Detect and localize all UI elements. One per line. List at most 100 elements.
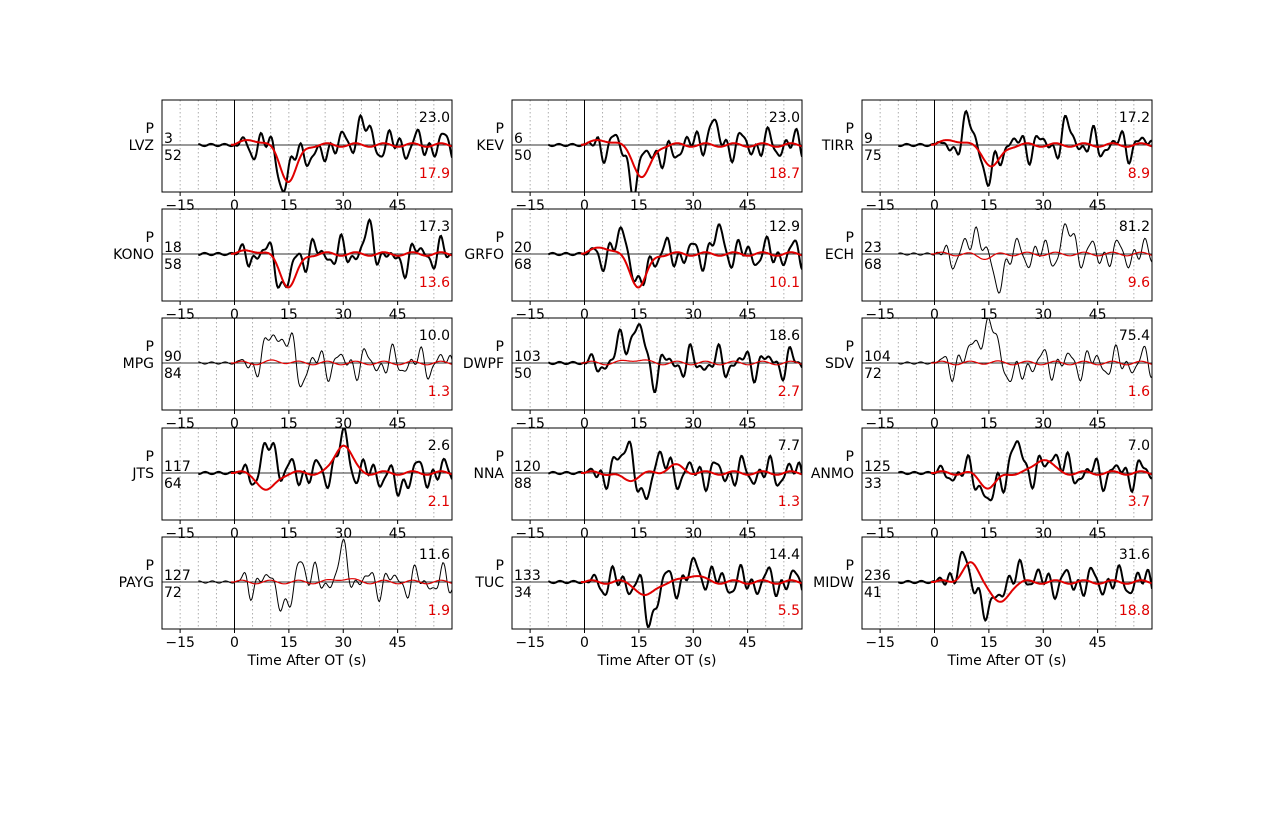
- station-name: JTS: [131, 466, 154, 482]
- x-tick-label: 30: [684, 307, 702, 323]
- azimuth-label: 3: [164, 131, 173, 147]
- x-tick-label: −15: [515, 198, 545, 214]
- distance-label: 41: [864, 585, 882, 601]
- synthetic-waveform: [230, 139, 452, 183]
- distance-label: 84: [164, 366, 182, 382]
- panel-frame: [161, 317, 453, 411]
- azimuth-label: 125: [864, 459, 891, 475]
- x-tick-label: −15: [515, 635, 545, 651]
- x-tick-label: 15: [980, 307, 998, 323]
- observed-waveform: [198, 428, 452, 497]
- x-tick-label: 30: [684, 416, 702, 432]
- distance-label: 34: [514, 585, 532, 601]
- x-tick-label: −15: [165, 307, 195, 323]
- phase-label: P: [496, 230, 504, 246]
- x-tick-label: 45: [739, 635, 757, 651]
- panel-frame: [161, 208, 453, 302]
- x-tick-label: 30: [334, 635, 352, 651]
- synthetic-waveform: [230, 359, 452, 366]
- distance-label: 72: [164, 585, 182, 601]
- x-tick-label: 30: [334, 198, 352, 214]
- distance-label: 64: [164, 476, 182, 492]
- observed-amplitude: 7.7: [778, 438, 800, 454]
- x-tick-label: −15: [865, 307, 895, 323]
- x-tick-label: 45: [1089, 198, 1107, 214]
- x-tick-label: 0: [930, 635, 939, 651]
- panel-frame: [861, 208, 1153, 302]
- x-tick-label: 45: [739, 526, 757, 542]
- x-tick-label: 15: [630, 416, 648, 432]
- synthetic-amplitude: 8.9: [1128, 166, 1150, 182]
- x-tick-label: −15: [165, 526, 195, 542]
- synthetic-amplitude: 18.8: [1119, 603, 1150, 619]
- observed-waveform: [897, 109, 1152, 188]
- azimuth-label: 18: [164, 240, 182, 256]
- x-tick-label: 45: [739, 198, 757, 214]
- x-tick-label: 0: [580, 198, 589, 214]
- observed-amplitude: 11.6: [419, 547, 450, 563]
- synthetic-amplitude: 13.6: [419, 275, 450, 291]
- x-tick-label: 15: [980, 198, 998, 214]
- x-tick-label: 15: [980, 416, 998, 432]
- synthetic-waveform: [580, 246, 802, 289]
- x-tick-label: 0: [580, 526, 589, 542]
- x-tick-label: 0: [230, 635, 239, 651]
- azimuth-label: 117: [164, 459, 191, 475]
- observed-amplitude: 18.6: [769, 328, 800, 344]
- panel-frame: [511, 536, 803, 630]
- station-name: PAYG: [119, 575, 154, 591]
- synthetic-amplitude: 17.9: [419, 166, 450, 182]
- x-tick-label: 45: [389, 307, 407, 323]
- x-tick-label: 30: [1034, 635, 1052, 651]
- synthetic-waveform: [230, 249, 452, 289]
- station-name: KEV: [476, 138, 504, 154]
- x-tick-label: 30: [334, 307, 352, 323]
- observed-waveform: [898, 222, 1152, 294]
- station-name: ANMO: [811, 466, 854, 482]
- azimuth-label: 6: [514, 131, 523, 147]
- x-tick-label: 15: [630, 307, 648, 323]
- x-tick-label: 15: [980, 526, 998, 542]
- distance-label: 50: [514, 148, 532, 164]
- azimuth-label: 9: [864, 131, 873, 147]
- synthetic-amplitude: 18.7: [769, 166, 800, 182]
- x-tick-label: 45: [1089, 307, 1107, 323]
- azimuth-label: 127: [164, 568, 191, 584]
- observed-amplitude: 75.4: [1119, 328, 1150, 344]
- azimuth-label: 90: [164, 349, 182, 365]
- x-tick-label: 30: [1034, 416, 1052, 432]
- observed-amplitude: 23.0: [769, 110, 800, 126]
- synthetic-waveform: [930, 459, 1152, 490]
- distance-label: 58: [164, 257, 182, 273]
- x-tick-label: 45: [389, 416, 407, 432]
- synthetic-waveform: [930, 139, 1152, 168]
- synthetic-waveform: [230, 578, 452, 585]
- distance-label: 52: [164, 148, 182, 164]
- x-tick-label: 45: [739, 416, 757, 432]
- station-name: KONO: [113, 247, 154, 263]
- x-tick-label: −15: [865, 416, 895, 432]
- phase-label: P: [846, 230, 854, 246]
- x-tick-label: 15: [630, 198, 648, 214]
- x-tick-label: 15: [280, 198, 298, 214]
- observed-amplitude: 31.6: [1119, 547, 1150, 563]
- synthetic-amplitude: 3.7: [1128, 494, 1150, 510]
- distance-label: 68: [514, 257, 532, 273]
- phase-label: P: [496, 449, 504, 465]
- x-tick-label: 0: [580, 635, 589, 651]
- x-tick-label: −15: [865, 526, 895, 542]
- azimuth-label: 133: [514, 568, 541, 584]
- observed-amplitude: 14.4: [769, 547, 800, 563]
- x-tick-label: 15: [630, 526, 648, 542]
- x-tick-label: −15: [165, 198, 195, 214]
